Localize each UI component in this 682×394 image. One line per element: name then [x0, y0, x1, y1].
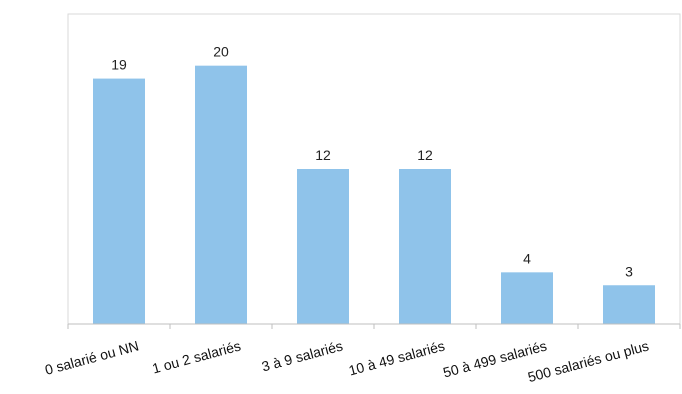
bar-2 — [297, 169, 349, 324]
data-label-5: 3 — [625, 263, 633, 279]
x-axis-ticks-group — [67, 324, 681, 329]
data-label-3: 12 — [417, 147, 433, 163]
data-label-0: 19 — [111, 57, 127, 73]
x-axis-tick-labels-group: 0 salarié ou NN 1 ou 2 salariés 3 à 9 sala… — [43, 337, 650, 385]
data-label-4: 4 — [523, 250, 531, 266]
bar-0 — [93, 78, 145, 324]
plot-area-frame — [67, 13, 681, 325]
bar-3 — [399, 169, 451, 324]
data-label-1: 20 — [213, 44, 229, 60]
data-label-2: 12 — [315, 147, 331, 163]
x-tick-label-3: 10 à 49 salariés — [347, 337, 447, 378]
data-labels-group: 19 20 12 12 4 3 — [111, 44, 633, 280]
x-tick-label-2: 3 à 9 salariés — [260, 337, 345, 374]
x-tick-label-0: 0 salarié ou NN — [43, 337, 140, 377]
bar-5 — [603, 285, 655, 324]
bar-1 — [195, 65, 247, 325]
bar-4 — [501, 272, 553, 324]
bars-group — [93, 65, 655, 325]
x-tick-label-1: 1 ou 2 salariés — [150, 337, 242, 376]
